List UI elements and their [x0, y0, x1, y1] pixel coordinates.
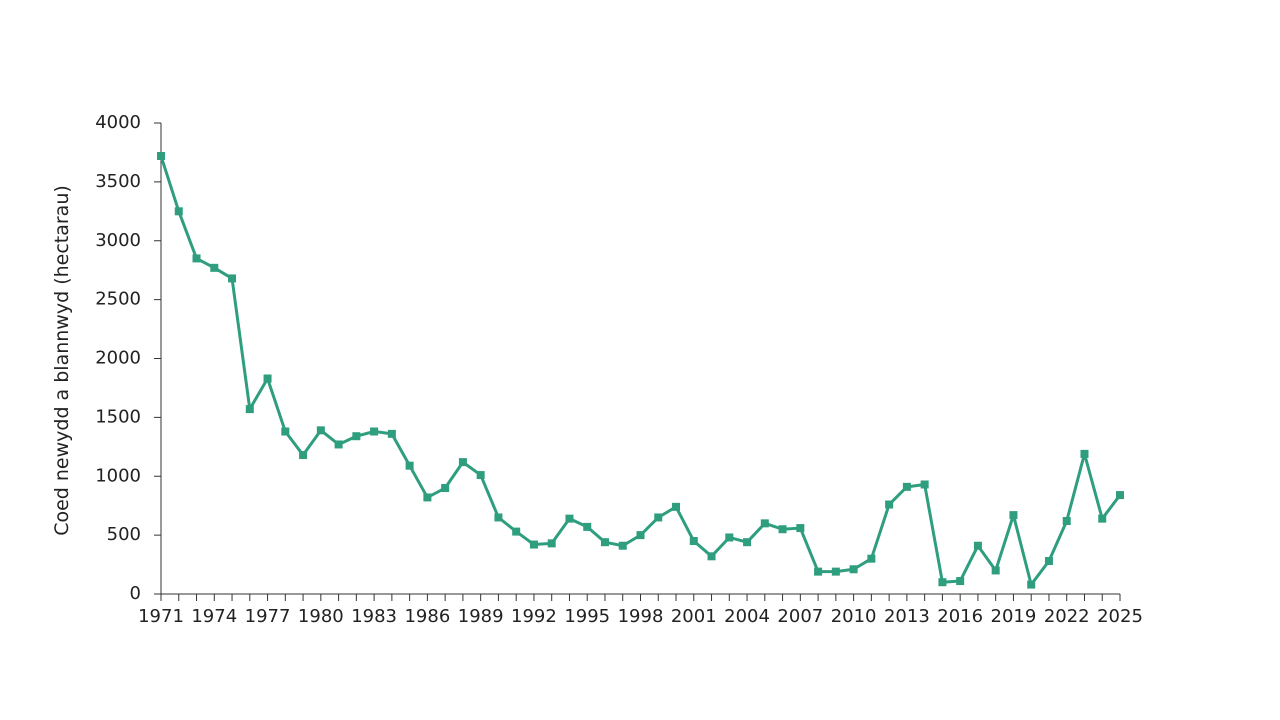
data-point — [529, 540, 538, 549]
y-tick-label: 2000 — [95, 348, 141, 369]
x-tick-label: 2001 — [671, 606, 717, 627]
data-point — [938, 578, 947, 587]
x-tick-label: 1998 — [618, 606, 664, 627]
data-point — [654, 513, 663, 522]
data-point — [707, 552, 716, 561]
data-point — [352, 432, 361, 441]
data-point — [1044, 557, 1053, 566]
x-tick-label: 2025 — [1097, 606, 1143, 627]
x-tick-label: 1995 — [564, 606, 610, 627]
y-tick-label: 3500 — [95, 171, 141, 192]
data-point — [920, 480, 929, 489]
data-point — [245, 405, 254, 414]
x-tick-label: 2016 — [937, 606, 983, 627]
data-point — [1080, 449, 1089, 458]
x-tick-label: 1983 — [351, 606, 397, 627]
data-point — [405, 461, 414, 470]
data-point — [1009, 511, 1018, 520]
data-point — [583, 522, 592, 531]
x-tick-label: 2019 — [991, 606, 1037, 627]
y-tick-label: 3000 — [95, 230, 141, 251]
data-point — [565, 514, 574, 523]
data-point — [263, 374, 272, 383]
data-point — [157, 151, 165, 160]
data-point — [441, 484, 450, 493]
data-point — [174, 207, 183, 216]
x-tick-label: 1971 — [138, 606, 184, 627]
data-point — [458, 458, 467, 467]
x-tick-label: 1977 — [245, 606, 291, 627]
y-ticks: 0 500 1000 1500 2000 2500 3000 3500 4000 — [95, 112, 161, 604]
data-point — [778, 525, 787, 534]
data-point — [902, 482, 911, 491]
data-point — [512, 527, 521, 536]
series-group — [157, 151, 1124, 589]
y-tick-label: 1000 — [95, 465, 141, 486]
data-point — [192, 254, 201, 263]
data-point — [281, 427, 290, 436]
data-point — [1027, 580, 1036, 589]
x-tick-label: 1986 — [404, 606, 450, 627]
data-point — [370, 427, 379, 436]
data-point — [387, 429, 396, 438]
x-tick-label: 1989 — [458, 606, 504, 627]
data-point — [831, 567, 840, 576]
x-tick-label: 2022 — [1044, 606, 1090, 627]
data-point — [600, 538, 609, 547]
data-point — [1062, 516, 1071, 525]
data-point — [814, 567, 823, 576]
x-tick-label: 2010 — [831, 606, 877, 627]
data-point — [689, 537, 698, 546]
data-point — [636, 531, 645, 540]
data-point — [956, 577, 965, 586]
data-point — [476, 471, 485, 480]
data-point — [796, 524, 805, 533]
data-point — [494, 513, 503, 522]
data-point — [423, 493, 432, 502]
data-point — [1116, 491, 1124, 500]
data-point — [316, 426, 325, 435]
data-point — [547, 539, 556, 548]
x-tick-label: 2013 — [884, 606, 930, 627]
data-point — [672, 502, 681, 511]
x-tick-label: 2007 — [777, 606, 823, 627]
x-ticks: 1971 1974 1977 1980 1983 1986 1989 1992 1995 1998… — [138, 594, 1143, 627]
y-tick-label: 500 — [107, 524, 141, 545]
data-point — [973, 541, 982, 550]
data-point — [334, 440, 343, 449]
y-tick-label: 4000 — [95, 112, 141, 133]
data-point — [299, 451, 308, 460]
x-tick-label: 2004 — [724, 606, 770, 627]
data-point — [991, 566, 1000, 575]
y-tick-label: 0 — [130, 583, 141, 604]
data-point — [760, 519, 769, 528]
y-tick-label: 2500 — [95, 289, 141, 310]
data-point — [743, 538, 752, 547]
x-tick-label: 1974 — [191, 606, 237, 627]
y-axis-title-group: Coed newydd a blannwyd (hectarau) — [51, 185, 73, 536]
y-axis-title: Coed newydd a blannwyd (hectarau) — [51, 185, 73, 536]
data-point — [867, 554, 876, 563]
data-point — [210, 263, 219, 272]
series-line — [159, 155, 1122, 587]
y-tick-label: 1500 — [95, 406, 141, 427]
data-point — [228, 274, 237, 283]
data-point — [885, 500, 894, 509]
data-point — [725, 533, 734, 542]
axes — [160, 123, 1120, 595]
x-tick-label: 1980 — [298, 606, 344, 627]
data-point — [618, 541, 627, 550]
data-point — [849, 565, 858, 574]
data-point — [1098, 514, 1107, 523]
x-tick-label: 1992 — [511, 606, 557, 627]
